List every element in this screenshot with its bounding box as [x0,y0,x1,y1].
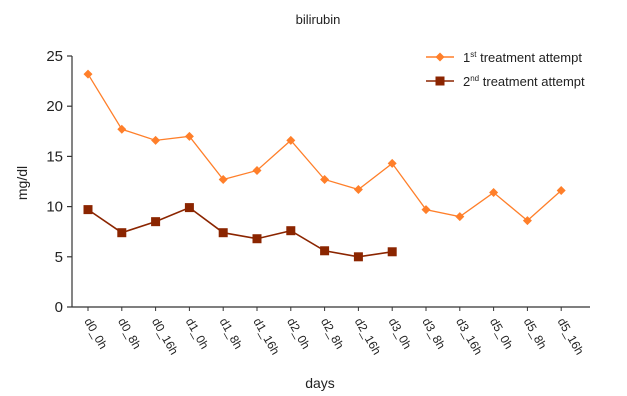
x-tick-label: d0_0h [81,316,110,352]
x-tick-label: d5_8h [521,316,550,352]
y-tick-label: 0 [55,299,63,316]
series-2-point [320,246,330,256]
x-tick-label: d5_16h [555,316,587,358]
x-tick-label: d2_8h [318,316,347,352]
series-2 [83,203,397,262]
legend-marker-1 [435,52,445,62]
series-1-point [286,135,296,145]
y-tick-label: 20 [46,98,63,115]
series-1-point [522,216,532,226]
series-1 [83,69,566,226]
series-1-point [421,205,431,215]
x-tick-label: d5_0h [487,316,516,352]
legend-marker-2 [435,76,445,86]
series-1-point [489,188,499,198]
x-tick-label: d1_8h [217,316,246,352]
y-tick-label: 15 [46,148,63,165]
legend-label-1: 1st treatment attempt [463,50,582,65]
y-axis-ticks: 0 5 10 15 20 25 [46,48,72,316]
y-tick-label: 25 [46,48,63,65]
series-1-point [151,135,161,145]
x-tick-label: d0_8h [115,316,144,352]
chart-title: bilirubin [296,12,341,27]
y-tick-label: 10 [46,199,63,216]
series-2-point [151,217,161,227]
series-2-line [87,206,393,258]
x-tick-label: d0_16h [149,316,181,358]
series-2-point [117,228,127,238]
series-2-point [387,247,397,257]
series-2-point [286,226,296,236]
series-1-point [184,131,194,141]
series-layer [83,69,566,262]
series-1-point [252,165,262,175]
x-tick-label: d1_16h [250,316,282,358]
y-tick-label: 5 [55,249,63,266]
x-tick-label: d2_0h [284,316,313,352]
series-2-point [184,203,194,213]
series-1-point [556,186,566,196]
x-tick-label: d2_16h [352,316,384,358]
x-tick-label: d3_0h [386,316,415,352]
x-tick-label: d3_8h [419,316,448,352]
legend: 1st treatment attempt 2nd treatment attem… [426,50,585,89]
y-axis-title: mg/dl [14,166,30,200]
series-2-point [218,228,228,238]
series-2-point [353,252,363,262]
x-axis-ticks: d0_0h d0_8h d0_16h d1_0h d1_8h d1_16h d2_0h d2_… [81,307,587,358]
series-1-point [320,174,330,184]
series-1-point [353,185,363,195]
series-2-point [83,205,93,215]
series-1-point [117,124,127,134]
x-tick-label: d1_0h [183,316,212,352]
series-1-point [218,174,228,184]
series-1-point [83,69,93,79]
series-1-line [87,73,562,222]
series-1-point [455,212,465,222]
legend-label-2: 2nd treatment attempt [463,74,585,89]
x-axis-title: days [305,375,335,391]
x-tick-label: d3_16h [453,316,485,358]
series-1-point [387,158,397,168]
series-2-point [252,234,262,244]
